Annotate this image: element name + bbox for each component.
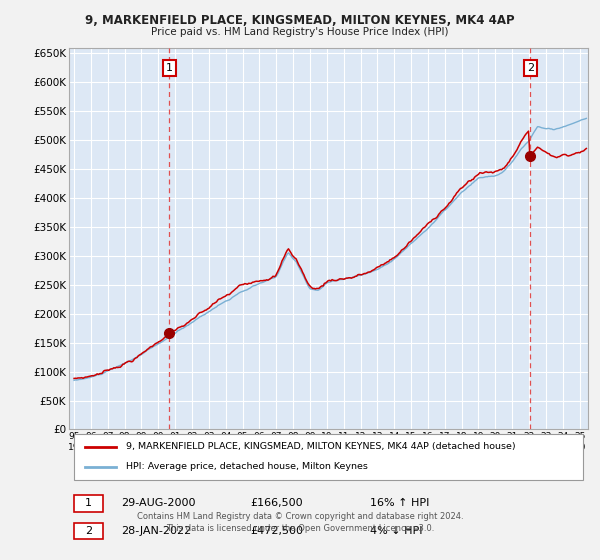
Text: 4% ↓ HPI: 4% ↓ HPI (370, 526, 422, 536)
FancyBboxPatch shape (74, 434, 583, 479)
Text: £472,500: £472,500 (251, 526, 304, 536)
FancyBboxPatch shape (74, 495, 103, 512)
Text: 2: 2 (85, 526, 92, 536)
Text: 9, MARKENFIELD PLACE, KINGSMEAD, MILTON KEYNES, MK4 4AP: 9, MARKENFIELD PLACE, KINGSMEAD, MILTON … (85, 14, 515, 27)
Text: HPI: Average price, detached house, Milton Keynes: HPI: Average price, detached house, Milt… (126, 463, 368, 472)
Text: 29-AUG-2000: 29-AUG-2000 (121, 498, 196, 508)
Text: 2: 2 (527, 63, 534, 73)
Text: 1: 1 (166, 63, 173, 73)
Text: £166,500: £166,500 (251, 498, 303, 508)
Text: 28-JAN-2022: 28-JAN-2022 (121, 526, 191, 536)
Text: Contains HM Land Registry data © Crown copyright and database right 2024.
This d: Contains HM Land Registry data © Crown c… (137, 512, 463, 533)
FancyBboxPatch shape (74, 522, 103, 539)
Text: 1: 1 (85, 498, 92, 508)
Text: 9, MARKENFIELD PLACE, KINGSMEAD, MILTON KEYNES, MK4 4AP (detached house): 9, MARKENFIELD PLACE, KINGSMEAD, MILTON … (126, 442, 516, 451)
Text: 16% ↑ HPI: 16% ↑ HPI (370, 498, 430, 508)
Text: Price paid vs. HM Land Registry's House Price Index (HPI): Price paid vs. HM Land Registry's House … (151, 27, 449, 37)
